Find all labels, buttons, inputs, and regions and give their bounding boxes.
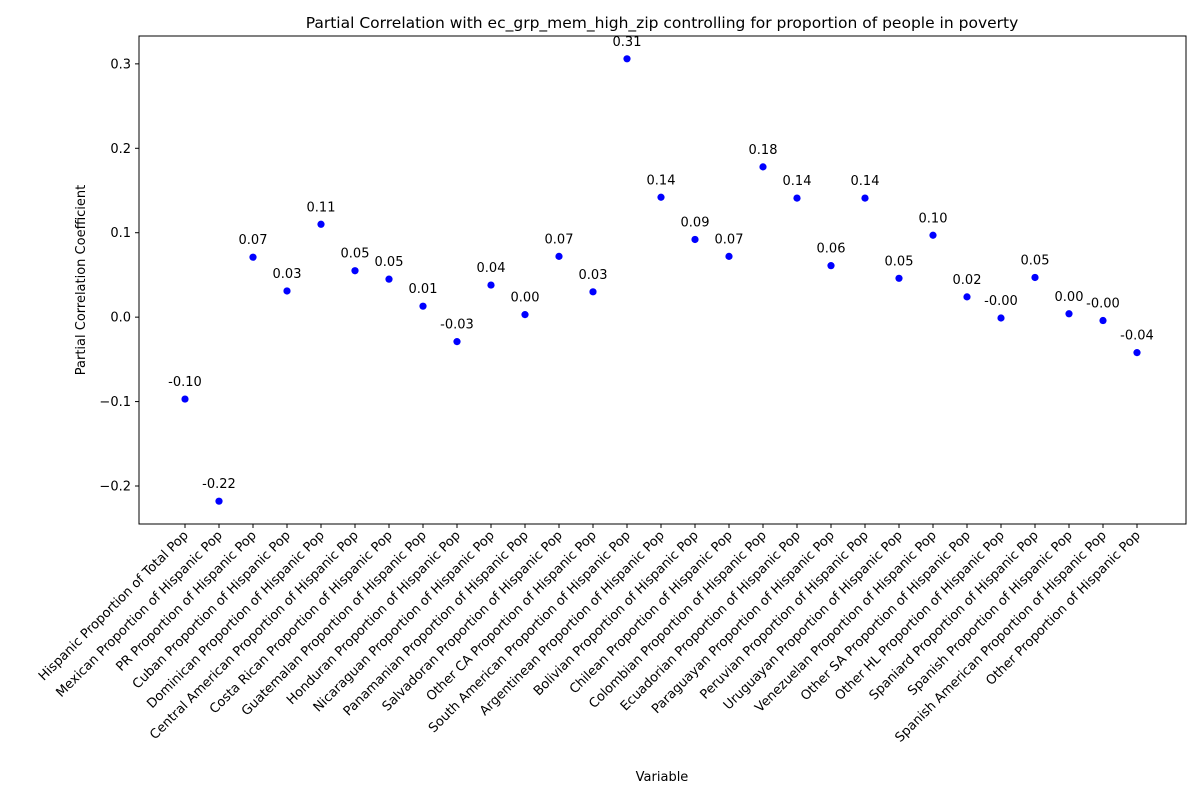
data-point [895,274,903,282]
data-label: 0.00 [511,291,540,306]
data-point [1099,316,1107,325]
data-label: 0.01 [409,282,438,297]
data-label: -0.10 [168,375,202,390]
data-label: 0.04 [477,261,506,276]
y-tick-label: 0.3 [110,57,131,72]
data-point [1031,273,1039,282]
data-label: -0.04 [1120,329,1154,344]
data-point [181,395,189,403]
data-point [759,163,767,171]
data-label: -0.03 [440,318,474,333]
data-point [793,194,801,202]
data-point [725,252,733,260]
data-point [317,220,325,228]
data-point [1065,310,1073,318]
data-label: 0.06 [817,242,846,257]
data-point [487,281,495,289]
data-label: 0.05 [375,255,404,270]
y-axis: −0.2 −0.1 0.0 0.1 0.2 0.3 [99,57,139,495]
data-label: 0.05 [1021,253,1050,268]
data-label: 0.02 [953,273,982,288]
data-point [521,311,529,319]
data-label: -0.22 [202,477,236,492]
data-label: 0.07 [239,233,268,248]
data-point [419,302,427,310]
data-point [929,231,937,239]
y-axis-label: Partial Correlation Coefficient [74,185,89,376]
data-point [657,193,665,201]
data-point [283,287,291,295]
data-labels: -0.10 -0.22 0.07 0.03 0.11 0.05 0.05 0.01 -0.03 0… [168,35,1154,492]
data-label: 0.09 [681,215,710,230]
data-point [963,293,971,301]
data-label: 0.14 [851,174,880,189]
data-point [215,497,223,505]
data-point [623,55,631,63]
data-label: 0.14 [647,173,676,188]
data-label: -0.00 [984,294,1018,309]
data-point [827,262,835,270]
data-label: -0.00 [1086,297,1120,312]
data-label: 0.07 [545,232,574,247]
data-point [691,235,699,244]
x-axis-label: Variable [636,770,689,785]
data-point [385,275,393,283]
plot-area-frame [138,35,1187,525]
data-label: 0.03 [273,267,302,282]
y-tick-label: 0.0 [110,311,131,326]
data-label: 0.00 [1055,290,1084,305]
data-label: 0.18 [749,143,778,158]
y-tick-label: 0.2 [110,142,131,157]
data-point [351,267,359,275]
y-tick-label: −0.2 [99,480,131,495]
data-label: 0.03 [579,268,608,283]
data-label: 0.07 [715,232,744,247]
chart-title: Partial Correlation with ec_grp_mem_high… [306,14,1019,33]
data-label: 0.05 [341,247,370,262]
data-point [997,314,1005,322]
data-point [249,253,257,261]
data-label: 0.31 [613,35,642,50]
data-point [861,194,869,202]
data-point [555,252,563,260]
data-label: 0.14 [783,174,812,189]
y-tick-label: 0.1 [110,226,131,241]
data-label: 0.10 [919,211,948,226]
data-point [453,338,461,346]
data-label: 0.05 [885,254,914,269]
y-tick-label: −0.1 [99,395,131,410]
data-point [1133,349,1141,357]
data-point [589,288,597,296]
data-label: 0.11 [307,200,336,215]
data-points [181,55,1141,505]
